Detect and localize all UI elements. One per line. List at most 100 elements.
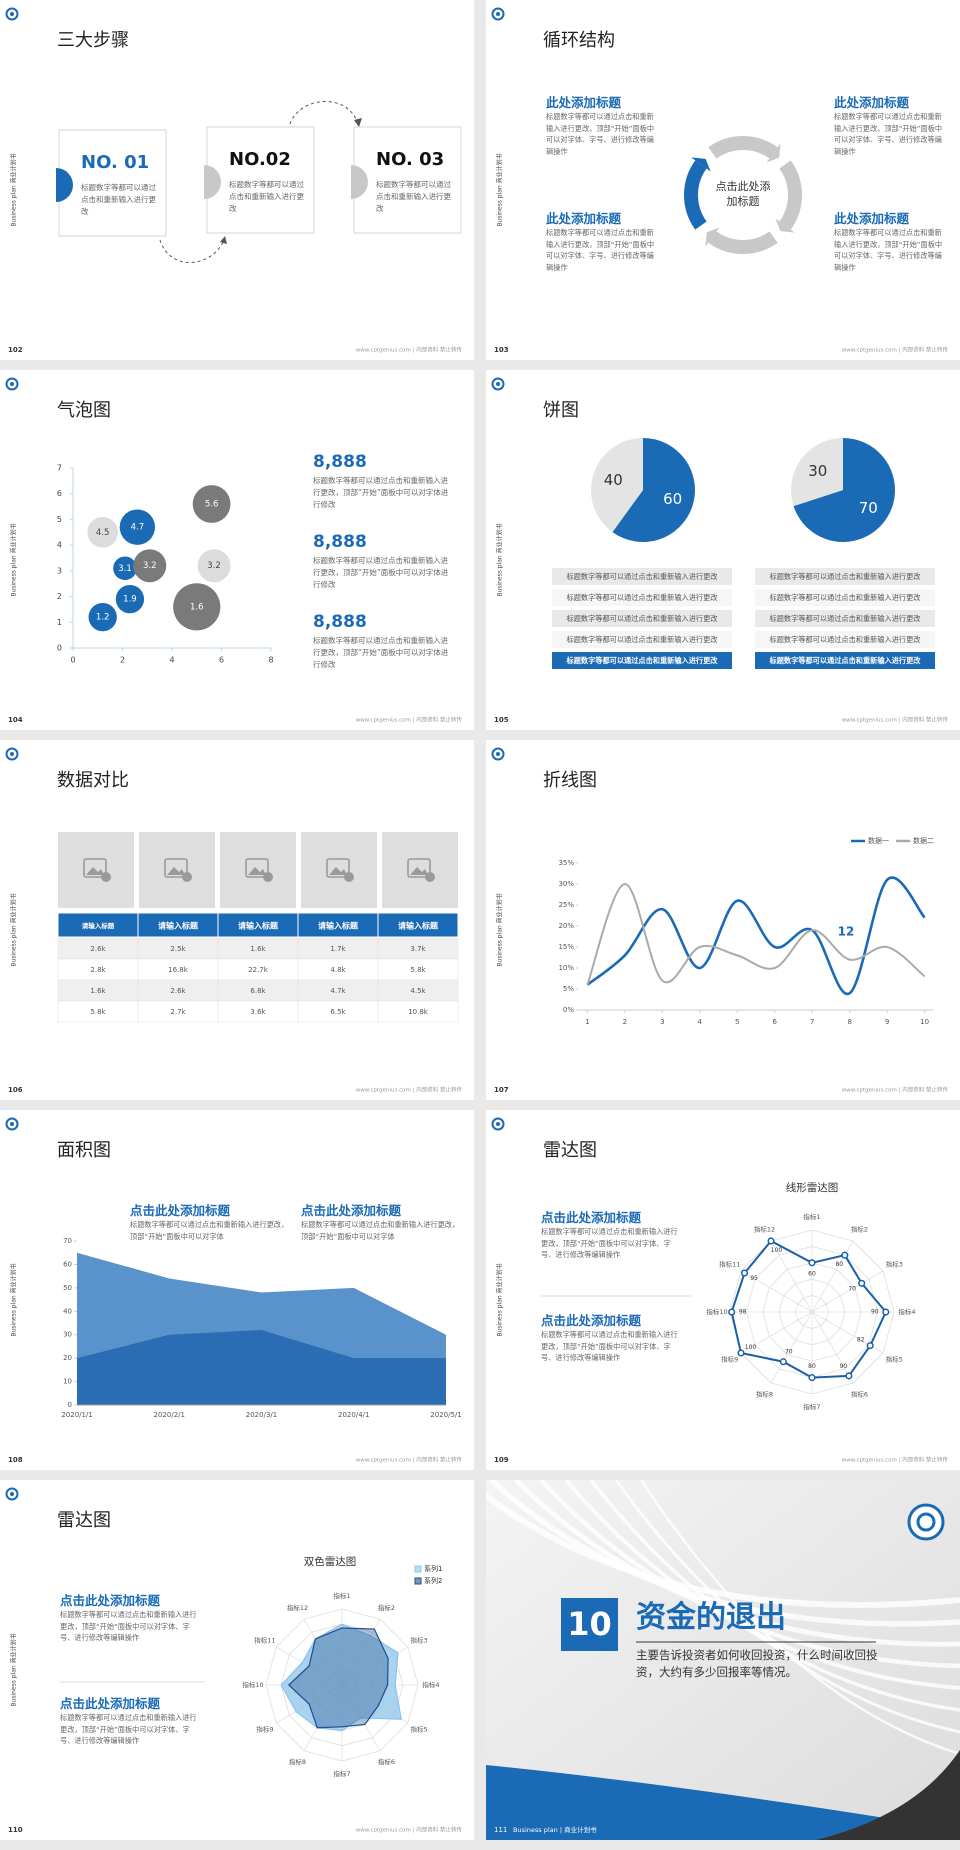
footer: www.cptgenius.com | 内部资料 禁止转传 [356,346,463,354]
list-row-text: 标题数字等都可以通过点击和重新输入进行更改 [567,593,718,602]
blue-wave [486,1765,960,1840]
bubble [133,549,167,583]
bubble-label: 3.2 [207,561,221,571]
table-cell-text: 6.8k [250,987,266,995]
radar-axis-label: 指标5 [886,1355,903,1364]
page-number: 110 [8,1826,23,1834]
bubble-label: 1.2 [96,613,110,623]
list-row [552,652,732,669]
footer: www.cptgenius.com | 内部资料 禁止转传 [356,1456,463,1464]
table-cell-text: 16.8k [168,966,189,974]
y-tick-label: 1 [57,618,62,627]
slide-graphics: Business plan 商业计划书 108 www.cptgenius.com … [5,1117,463,1464]
legend-label: 系列2 [424,1576,442,1585]
legend-label: 系列1 [424,1564,442,1573]
swoosh [639,1480,960,1756]
radar-spoke [740,1270,813,1313]
cycle-arrow-head [691,157,711,172]
step-box [58,129,167,237]
y-tick-label: 6 [57,489,62,498]
radar-axis-label: 指标8 [289,1757,306,1766]
step-label: NO. 03 [376,149,445,170]
radar-axis-label: 指标3 [411,1636,428,1645]
radar-spoke [811,1311,854,1384]
radar-point [728,1308,736,1316]
radar-axis-label: 指标11 [719,1260,740,1269]
x-tick-label: 2020/5/1 [430,1411,461,1419]
dashed-arrow [159,239,225,263]
slide: Business plan 商业计划书 110 www.cptgenius.com … [0,1480,474,1840]
pie-slice [612,438,695,542]
logo-dot [10,1122,14,1126]
table-header: 请输入标题 [398,921,439,931]
slide-graphics: Business plan 商业计划书 106 www.cptgenius.com … [5,747,463,1094]
radar-value-label: 98 [739,1309,747,1316]
y-tick-label: 15% [558,943,574,951]
logo-dot [10,12,14,16]
radar-axis-label: 指标4 [422,1680,439,1689]
side-label: Business plan 商业计划书 [496,523,504,596]
list-row [552,610,732,627]
block-heading: 点击此处添加标题 [60,1593,161,1608]
x-tick-label: 8 [847,1018,851,1026]
slide: Business plan 商业计划书 105 www.cptgenius.com … [486,370,960,730]
y-tick-label: 10 [63,1378,72,1386]
cycle-arc [708,231,778,254]
bubble [87,516,119,548]
page-number: 108 [8,1456,23,1464]
slide: Business plan 商业计划书 108 www.cptgenius.com … [0,1110,474,1470]
slide-graphics: Business plan 商业计划书 103 www.cptgenius.com … [491,7,948,354]
block-text: 标题数字等都可以通过点击和重新输入进行更改，顶部“开始”面板中可以对字体进行修改 [313,636,449,669]
legend-swatch [414,1577,422,1585]
slide: Business plan 商业计划书 107 www.cptgenius.com … [486,740,960,1100]
slide-graphics: 10 111 Business plan | 商业计划书 [486,1480,960,1840]
list-row [552,589,732,606]
table-cell [377,1000,459,1023]
radar-area [280,1623,402,1732]
list-row [552,568,732,585]
x-tick-label: 0 [70,656,75,665]
pie-slice [793,438,895,542]
radar-area [287,1627,389,1729]
bubble-label: 5.6 [205,500,219,510]
cycle-arrow-head [775,218,795,233]
y-tick-label: 0% [563,1006,574,1014]
logo-dot [496,1122,500,1126]
footer: www.cptgenius.com | 内部资料 禁止转传 [356,716,463,724]
page-number: 103 [494,346,509,354]
radar-value-label: 82 [857,1337,865,1344]
table-cell-text: 2.6k [90,945,106,953]
x-tick-label: 2 [623,1018,627,1026]
x-tick-label: 3 [660,1018,664,1026]
x-tick-label: 6 [773,1018,778,1026]
side-label: Business plan 商业计划书 [10,1633,18,1706]
radar-value-label: 90 [871,1309,879,1316]
block-text: 标题数字等都可以通过点击和重新输入进行更改，顶部“开始”面板中可以对字体、字号、… [834,228,943,272]
table-header: 请输入标题 [238,921,279,931]
footer: www.cptgenius.com | 内部资料 禁止转传 [356,1086,463,1094]
page-number: 106 [8,1086,23,1094]
radar-axis-label: 指标9 [721,1355,738,1364]
table-cell-text: 5.8k [90,1008,106,1016]
list-row-text: 标题数字等都可以通过点击和重新输入进行更改 [567,614,718,623]
y-tick-label: 30% [558,880,574,888]
logo-dot [496,12,500,16]
table-cell-text: 2.8k [90,966,106,974]
list-row-text: 标题数字等都可以通过点击和重新输入进行更改 [567,635,718,644]
radar-axis-label: 指标4 [898,1307,915,1316]
footer: www.cptgenius.com | 内部资料 禁止转传 [842,1086,949,1094]
bubble [192,485,231,523]
bubble [88,602,117,632]
line-series [586,876,926,995]
radar-title: 线形雷达图 [786,1181,839,1194]
pie-label: 30 [808,462,827,480]
step-label: NO.02 [229,149,291,170]
bubble-label: 3.1 [118,564,132,574]
logo-dot [496,752,500,756]
table-cell-text: 3.7k [410,945,426,953]
radar-spoke [811,1270,884,1313]
radar-point [740,1269,749,1277]
radar-axis-label: 指标12 [287,1603,308,1612]
slide-graphics: Business plan 商业计划书 102 www.cptgenius.com … [5,7,463,354]
radar-axis-label: 指标6 [851,1389,868,1398]
